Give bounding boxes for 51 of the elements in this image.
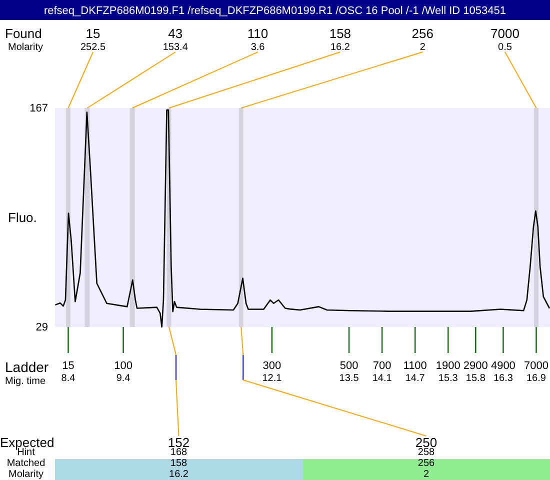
text: 1900 — [436, 360, 460, 372]
text: 7000 — [524, 360, 548, 372]
y-tick-label: 29 — [36, 322, 48, 334]
x-tick-label: 14.1 — [372, 373, 392, 384]
line-series — [54, 109, 550, 328]
x-tick-label: 13.5 — [339, 373, 360, 384]
data-label: 158 — [170, 458, 188, 469]
data-label: 256 — [418, 458, 436, 469]
x-tick-label: 8.4 — [61, 373, 76, 384]
band-label: 43 — [168, 26, 183, 41]
band-label: 15 — [86, 26, 100, 41]
text: Found — [5, 26, 42, 41]
x-tick-label: 15.3 — [438, 373, 458, 384]
y-axis-title: Fluo. — [8, 210, 37, 225]
data-label: 16.2 — [169, 469, 189, 480]
x-tick-label: 14.7 — [405, 373, 426, 384]
data-label: 168 — [170, 447, 188, 458]
series-label: Matched — [6, 458, 46, 469]
text: Hint — [17, 447, 36, 458]
text: Expected — [0, 435, 54, 450]
text: 500 — [340, 360, 358, 372]
annotation: 252.5 — [80, 42, 106, 53]
data-label: 2 — [423, 469, 430, 480]
annotation: 2 — [420, 42, 426, 53]
text: 700 — [372, 360, 392, 372]
annotation: 16.2 — [330, 42, 350, 53]
text: 2900 — [463, 360, 488, 372]
x-tick-label: 9.4 — [116, 373, 131, 384]
x-axis-title: Mig. time — [5, 376, 46, 387]
band-label: 158 — [329, 26, 352, 41]
text: 100 — [114, 360, 132, 372]
band-label: 110 — [247, 26, 268, 41]
chart-title: refseq_DKFZP686M0199.F1 /refseq_DKFZP686M0199.R1 /OSC 16 Pool /-1 /Well ID 1053451 — [44, 5, 506, 17]
annotation: 153.4 — [162, 42, 188, 53]
text: 4900 — [490, 360, 516, 372]
band-label: 256 — [412, 26, 434, 41]
text: 300 — [262, 360, 282, 372]
x-tick-label: 16.3 — [493, 373, 514, 384]
x-tick-label: 12.1 — [262, 373, 282, 384]
data-label: 258 — [418, 447, 436, 458]
series-label: Molarity — [8, 469, 44, 480]
text: 1100 — [403, 360, 427, 372]
annotation: 3.6 — [250, 42, 266, 53]
annotation: 0.5 — [498, 42, 512, 53]
text: Molarity — [8, 42, 44, 53]
x-tick-label: 16.9 — [526, 373, 546, 384]
band-label: 7000 — [490, 26, 520, 41]
text: 15 — [62, 360, 74, 372]
text: Ladder — [5, 359, 49, 375]
x-tick-label: 15.8 — [466, 373, 486, 384]
y-tick-label: 167 — [30, 102, 48, 115]
